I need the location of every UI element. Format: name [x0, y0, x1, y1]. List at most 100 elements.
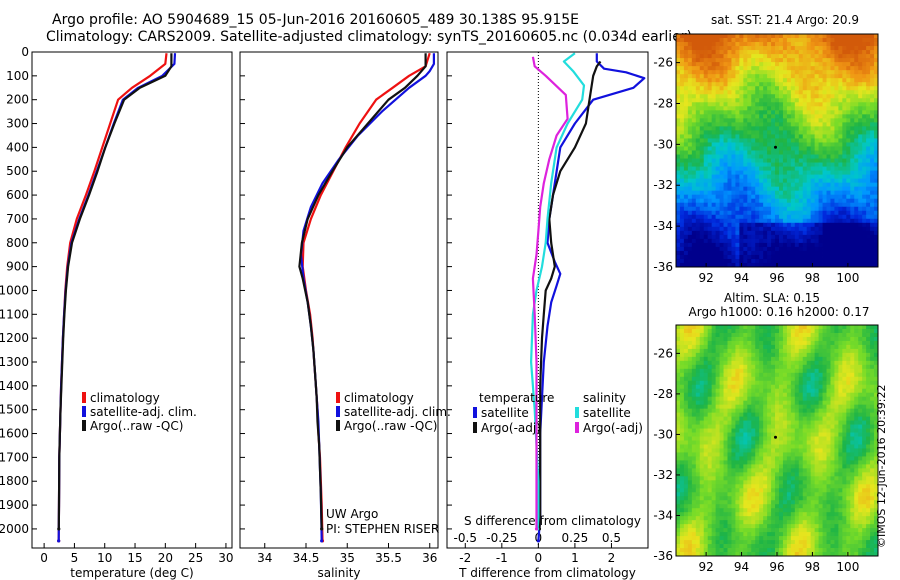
- y-tick-label: 1200: [0, 331, 29, 345]
- top-tick-label: 0.5: [602, 531, 621, 545]
- x-tick-label: 15: [127, 551, 142, 565]
- map-y-tick-label: -32: [653, 178, 673, 192]
- y-tick-label: 1100: [0, 307, 29, 321]
- x-tick-label: 2: [608, 551, 616, 565]
- y-tick-label: 1800: [0, 474, 29, 488]
- top-tick-label: -0.5: [454, 531, 477, 545]
- legend-label: Argo(-adj): [583, 421, 643, 435]
- series-line-3-3: [529, 52, 586, 529]
- legend-swatch: [82, 420, 86, 431]
- legend-label: satellite: [583, 406, 631, 420]
- y-tick-label: 1500: [0, 403, 29, 417]
- legend-label: climatology: [90, 391, 160, 405]
- x-axis-label: salinity: [317, 566, 360, 580]
- y-tick-label: 500: [6, 164, 29, 178]
- y-tick-label: 400: [6, 140, 29, 154]
- x-tick-label: 35.5: [375, 551, 402, 565]
- top-axis-label: S difference from climatology: [464, 514, 641, 528]
- legend-swatch: [575, 422, 579, 433]
- argo-location-marker: [773, 145, 777, 149]
- map-y-tick-label: -36: [653, 549, 673, 563]
- top-tick-label: 0.25: [562, 531, 589, 545]
- series-line-3-1: [537, 53, 646, 541]
- panel-frame-1: [31, 51, 233, 549]
- series-line-3-2: [538, 60, 602, 529]
- legend-label: satellite-adj. clim.: [90, 405, 197, 419]
- series-line-3-4: [531, 56, 569, 529]
- x-tick-label: -2: [459, 551, 471, 565]
- legend-title-temperature: temperature: [479, 391, 554, 405]
- legend-label: Argo(..raw -QC): [90, 419, 183, 433]
- map-x-tick-label: 96: [769, 560, 784, 574]
- legend-label: Argo(..raw -QC): [344, 419, 437, 433]
- map-y-tick-label: -30: [653, 427, 673, 441]
- series-end-point: [320, 527, 324, 531]
- map-y-tick-label: -34: [653, 508, 673, 522]
- y-tick-label: 900: [6, 260, 29, 274]
- map-x-tick-label: 92: [698, 271, 713, 285]
- map-x-tick-label: 98: [805, 271, 820, 285]
- sst-map-image: [676, 34, 879, 268]
- legend-label: satellite: [481, 406, 529, 420]
- y-tick-label: 1600: [0, 427, 29, 441]
- legend-label: climatology: [344, 391, 414, 405]
- map-y-tick-label: -30: [653, 137, 673, 151]
- map-x-tick-label: 100: [836, 560, 859, 574]
- annotation-line-1: UW Argo: [326, 507, 378, 521]
- legend-title-salinity: salinity: [583, 391, 626, 405]
- series-end-point: [320, 539, 324, 543]
- top-tick-label: -0.25: [486, 531, 517, 545]
- y-tick-label: 0: [21, 45, 29, 59]
- legend-swatch: [575, 407, 579, 418]
- imos-footer: ©IMOS 12-Jun-2016 20:39:22: [875, 384, 888, 548]
- map-x-tick-label: 94: [734, 271, 749, 285]
- y-tick-label: 600: [6, 188, 29, 202]
- map-y-tick-label: -26: [653, 346, 673, 360]
- panel-frame-3: [446, 51, 649, 549]
- x-tick-label: 0: [40, 551, 48, 565]
- legend-label: satellite-adj. clim.: [344, 405, 451, 419]
- x-tick-label: 5: [71, 551, 79, 565]
- series-end-point: [57, 527, 61, 531]
- x-axis-label: temperature (deg C): [70, 566, 193, 580]
- y-tick-label: 1000: [0, 283, 29, 297]
- map-y-tick-label: -28: [653, 387, 673, 401]
- map-x-tick-label: 94: [734, 560, 749, 574]
- map-y-tick-label: -36: [653, 260, 673, 274]
- x-tick-label: 10: [97, 551, 112, 565]
- y-tick-label: 1300: [0, 355, 29, 369]
- sst-map-title: sat. SST: 21.4 Argo: 20.9: [711, 13, 859, 27]
- series-end-point: [536, 539, 540, 543]
- series-line-2-3: [298, 53, 427, 529]
- y-tick-label: 1400: [0, 379, 29, 393]
- panel-frame-2: [239, 51, 439, 549]
- sla-map-title-1: Altim. SLA: 0.15: [724, 291, 820, 305]
- x-axis-label: T difference from climatology: [458, 566, 636, 580]
- map-y-tick-label: -28: [653, 96, 673, 110]
- sla-map-image: [676, 325, 879, 557]
- argo-location-marker: [773, 435, 777, 439]
- legend-label: Argo(-adj): [481, 421, 541, 435]
- legend-swatch: [336, 420, 340, 431]
- x-tick-label: 25: [188, 551, 203, 565]
- y-tick-label: 700: [6, 212, 29, 226]
- x-tick-label: -1: [496, 551, 508, 565]
- map-x-tick-label: 100: [836, 271, 859, 285]
- annotation-line-2: PI: STEPHEN RISER: [326, 522, 439, 536]
- y-tick-label: 1700: [0, 450, 29, 464]
- title-line-1: Argo profile: AO 5904689_15 05-Jun-2016 …: [52, 12, 580, 28]
- x-tick-label: 36: [422, 551, 437, 565]
- map-y-tick-label: -32: [653, 468, 673, 482]
- x-tick-label: 1: [571, 551, 579, 565]
- x-tick-label: 34.5: [293, 551, 320, 565]
- y-tick-label: 300: [6, 117, 29, 131]
- legend-swatch: [336, 406, 340, 417]
- legend-swatch: [473, 422, 477, 433]
- map-y-tick-label: -34: [653, 219, 673, 233]
- x-tick-label: 34: [257, 551, 272, 565]
- map-x-tick-label: 96: [769, 271, 784, 285]
- y-tick-label: 200: [6, 93, 29, 107]
- title-line-2: Climatology: CARS2009. Satellite-adjuste…: [46, 29, 693, 45]
- series-line-1-3: [57, 53, 173, 529]
